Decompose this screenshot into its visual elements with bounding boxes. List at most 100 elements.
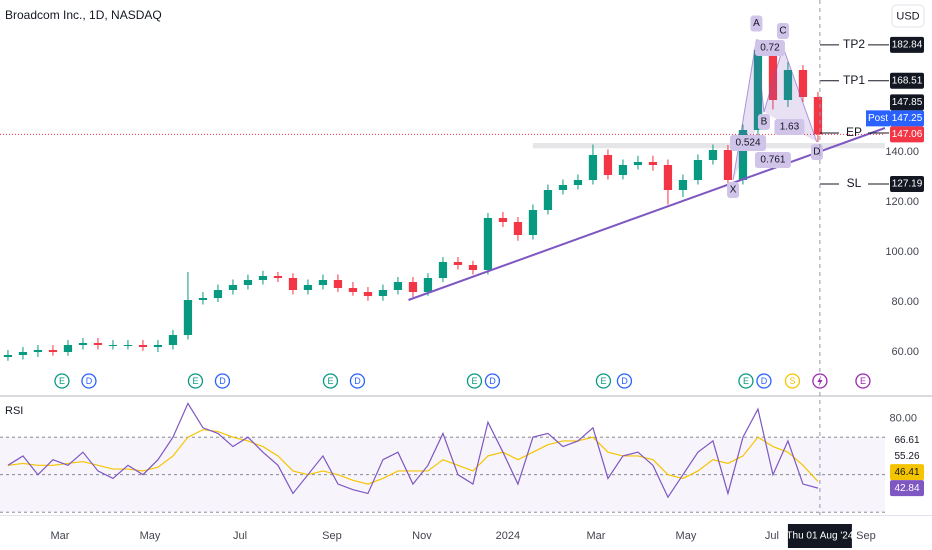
event-label[interactable]: E bbox=[59, 376, 65, 386]
level-label: TP2 bbox=[843, 37, 865, 51]
candle-body bbox=[258, 276, 268, 280]
price-badge-label: 182.84 bbox=[892, 40, 923, 51]
candle-body bbox=[333, 280, 343, 288]
event-icon[interactable] bbox=[214, 373, 231, 389]
y-tick-label: 120.00 bbox=[885, 196, 919, 208]
event-label[interactable]: D bbox=[621, 376, 628, 386]
event-icon[interactable] bbox=[81, 373, 97, 389]
event-icon[interactable] bbox=[322, 373, 339, 389]
cursor-badge bbox=[787, 524, 852, 548]
candle-body bbox=[753, 50, 763, 130]
candle-body bbox=[63, 345, 73, 352]
level-label: SL bbox=[847, 176, 862, 190]
pattern-label-box bbox=[757, 114, 770, 130]
event-label[interactable]: E bbox=[192, 376, 198, 386]
event-icon[interactable] bbox=[349, 373, 366, 389]
candle-body bbox=[618, 165, 628, 175]
x-tick-label: May bbox=[676, 530, 697, 542]
event-label[interactable]: D bbox=[219, 376, 226, 386]
candle-body bbox=[573, 180, 583, 185]
candle-body bbox=[153, 345, 163, 347]
candle-body bbox=[408, 282, 418, 292]
candle-body bbox=[528, 210, 538, 235]
event-label[interactable]: D bbox=[86, 376, 93, 386]
rsi-line bbox=[7, 402, 819, 499]
price-badge-label: 147.06 bbox=[892, 129, 923, 140]
candle-body bbox=[348, 288, 358, 292]
candle-body bbox=[588, 155, 598, 180]
candle-body bbox=[198, 298, 208, 300]
candle-body bbox=[78, 343, 88, 345]
candle-body bbox=[438, 262, 448, 278]
price-badge bbox=[890, 36, 924, 53]
candle-body bbox=[243, 280, 253, 285]
price-badge bbox=[890, 110, 924, 127]
trendline bbox=[408, 127, 886, 301]
candle-body bbox=[48, 350, 58, 352]
rsi-badge bbox=[890, 480, 924, 497]
pattern-label: C bbox=[779, 26, 786, 37]
x-tick-label: Mar bbox=[51, 530, 70, 542]
candle-body bbox=[108, 345, 118, 346]
x-tick-label: Jul bbox=[765, 530, 779, 542]
event-label[interactable]: D bbox=[489, 376, 496, 386]
price-badge-label: 147.85 bbox=[892, 97, 923, 108]
candle-body bbox=[228, 285, 238, 290]
event-icon[interactable] bbox=[484, 373, 501, 389]
event-label[interactable]: E bbox=[600, 376, 606, 386]
event-label[interactable]: E bbox=[471, 376, 477, 386]
price-badge-label: 147.25 bbox=[892, 113, 923, 124]
event-icon[interactable] bbox=[187, 373, 204, 389]
candle-body bbox=[708, 150, 718, 160]
event-icon[interactable] bbox=[595, 373, 612, 389]
currency-button[interactable] bbox=[891, 4, 925, 28]
event-icon[interactable] bbox=[616, 373, 633, 389]
x-tick-label: Jul bbox=[233, 530, 247, 542]
event-icon[interactable] bbox=[738, 373, 754, 389]
chart-title: Broadcom Inc., 1D, NASDAQ bbox=[5, 8, 162, 22]
price-badge bbox=[890, 176, 924, 193]
candle-body bbox=[3, 355, 13, 357]
event-icon[interactable] bbox=[784, 373, 801, 389]
ratio-box bbox=[774, 119, 805, 135]
candle-body bbox=[183, 300, 193, 335]
candle-body bbox=[213, 290, 223, 298]
rsi-title: RSI bbox=[5, 405, 23, 417]
x-tick-label: Sep bbox=[856, 530, 876, 542]
rsi-tick-label: 80.00 bbox=[889, 412, 917, 424]
candle-body bbox=[378, 290, 388, 296]
candle-body bbox=[138, 345, 148, 347]
ratio-label: 0.72 bbox=[760, 43, 780, 54]
pattern-label: D bbox=[813, 147, 820, 158]
event-icon[interactable] bbox=[466, 373, 483, 389]
lightning bbox=[817, 375, 823, 387]
candle-body bbox=[543, 190, 553, 210]
x-tick-label: May bbox=[140, 530, 161, 542]
x-tick-label: Nov bbox=[412, 530, 432, 542]
event-icon[interactable] bbox=[855, 373, 871, 389]
event-label[interactable]: E bbox=[743, 376, 749, 386]
event-label[interactable]: E bbox=[327, 376, 333, 386]
candle-body bbox=[603, 155, 613, 175]
candle-body bbox=[633, 162, 643, 165]
event-label[interactable]: E bbox=[860, 376, 866, 386]
event-icon[interactable] bbox=[54, 373, 70, 389]
candle-body bbox=[498, 218, 508, 222]
event-label[interactable]: S bbox=[789, 376, 795, 386]
candle-body bbox=[393, 282, 403, 290]
rsi-band bbox=[0, 437, 885, 513]
event-icon[interactable] bbox=[756, 373, 772, 389]
candle-body bbox=[813, 97, 823, 135]
cursor-label: Thu 01 Aug '24 bbox=[786, 531, 853, 542]
rsi-badge-label: 55.26 bbox=[894, 451, 919, 462]
candle-body bbox=[288, 278, 298, 290]
candle-body bbox=[18, 352, 28, 355]
event-label[interactable]: D bbox=[761, 376, 768, 386]
event-label[interactable]: D bbox=[354, 376, 361, 386]
candle-body bbox=[783, 70, 793, 100]
currency[interactable]: USD bbox=[896, 10, 919, 22]
candle-body bbox=[798, 70, 808, 97]
y-tick-label: 100.00 bbox=[885, 246, 919, 258]
y-tick-label: 140.00 bbox=[885, 146, 919, 158]
